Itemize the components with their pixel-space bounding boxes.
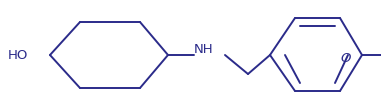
Text: HO: HO	[8, 49, 28, 61]
Text: NH: NH	[194, 43, 214, 56]
Text: O: O	[340, 52, 351, 64]
